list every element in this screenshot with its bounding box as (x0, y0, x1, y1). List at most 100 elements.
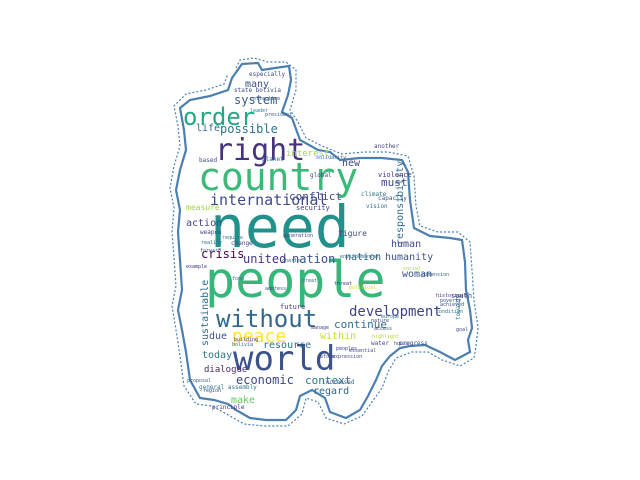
cloud-word-life: life (196, 123, 220, 134)
cloud-word-vision: vision (366, 203, 388, 210)
cloud-word-based: based (199, 157, 217, 164)
cloud-word-especially: especially (249, 71, 286, 78)
cloud-word-due: due (209, 331, 227, 342)
cloud-word-historical: historical (436, 293, 466, 299)
cloud-word-today: today (202, 350, 232, 361)
cloud-word-make: make (231, 395, 255, 406)
cloud-word-principle: principle (212, 404, 245, 411)
cloud-word-south: south (451, 292, 472, 300)
cloud-word-development: development (349, 304, 442, 320)
cloud-word-system: system (234, 93, 277, 107)
cloud-word-sustainable: sustainable (200, 280, 211, 346)
cloud-word-security: security (296, 204, 330, 212)
cloud-word-action: action (186, 218, 222, 229)
country-outline (174, 61, 474, 422)
cloud-word-possible: possible (220, 122, 278, 136)
cloud-word-crisis: crisis (201, 247, 244, 261)
cloud-word-building: building (234, 337, 258, 343)
cloud-word-resource: resource (263, 340, 311, 351)
cloud-word-expression: expression (332, 354, 362, 360)
cloud-word-need: need (210, 193, 350, 261)
cloud-word-threat: threat (334, 281, 352, 287)
cloud-word-great: great (302, 278, 317, 284)
cloud-word-nature: nature (371, 318, 389, 324)
cloud-word-nation: nation (292, 252, 335, 266)
cloud-word-without: without (216, 305, 317, 333)
cloud-word-region: region (203, 388, 221, 394)
cloud-word-water: water (371, 340, 389, 347)
cloud-word-world: world (233, 339, 335, 379)
cloud-word-highlight: highlight (372, 334, 399, 340)
cloud-word-progress: progress (399, 340, 428, 347)
cloud-word-generation: generation (283, 233, 313, 239)
cloud-word-proposal: proposal (187, 378, 211, 384)
cloud-word-manage: manage (311, 325, 329, 331)
cloud-word-woman: woman (402, 269, 432, 280)
cloud-word-require: require (222, 235, 243, 241)
cloud-word-country: country (198, 155, 358, 199)
cloud-word-new: new (342, 158, 361, 169)
cloud-word-humanity: humanity (385, 252, 433, 263)
cloud-word-towards: towards (455, 294, 462, 320)
cloud-word-conflict: conflict (289, 190, 342, 203)
cloud-word-collective: collective (250, 96, 280, 102)
cloud-word-president: president (265, 112, 292, 118)
cloud-word-peace: peace (232, 326, 286, 347)
cloud-word-regard: regard (313, 386, 349, 397)
cloud-word-figure: figure (338, 229, 367, 238)
cloud-word-global: global (310, 172, 332, 179)
cloud-word-achieved: achieved (440, 302, 464, 308)
cloud-word-charter: charter (282, 258, 303, 264)
cloud-word-weapon: weapon (200, 229, 222, 236)
cloud-word-nation: nation (345, 252, 381, 263)
cloud-word-order: order (183, 103, 255, 131)
cloud-word-reality: reality (201, 240, 222, 246)
cloud-word-increased: increased (322, 379, 355, 386)
cloud-word-leader: leader (250, 108, 268, 114)
cloud-word-address: address (265, 286, 286, 292)
cloud-word-poverty: poverty (440, 298, 461, 304)
cloud-word-many: many (245, 79, 269, 90)
cloud-word-measure: measure (186, 203, 220, 212)
cloud-word-state-bolivia: state bolivia (234, 87, 281, 94)
cloud-word-food: food (232, 276, 244, 282)
cloud-word-bolivia: bolivia (232, 342, 253, 348)
cloud-word-general-assembly: general assembly (199, 384, 257, 391)
cloud-word-human: human (391, 239, 421, 250)
cloud-word-example: example (186, 264, 207, 270)
cloud-word-interest: interest (286, 149, 329, 159)
cloud-word-people: people (205, 251, 386, 309)
cloud-word-political: political (349, 285, 376, 291)
cloud-word-environmental: environmental (340, 254, 379, 260)
cloud-word-house: house (394, 341, 409, 347)
cloud-word-condition: condition (436, 309, 463, 315)
cloud-word-dialogue: dialogue (204, 365, 247, 375)
cloud-word-capacity: capacity (378, 195, 407, 202)
cloud-word-change: change (231, 240, 253, 247)
cloud-word-responsibility: responsibility (395, 161, 406, 245)
cloud-word-essential: essential (349, 348, 376, 354)
cloud-word-united: united (243, 252, 286, 266)
cloud-word-dimension: dimension (422, 272, 449, 278)
cloud-word-planet: planet (262, 156, 284, 163)
cloud-word-climate: climate (361, 191, 387, 198)
cloud-word-economic: economic (236, 373, 294, 387)
cloud-word-reform: reform (317, 354, 335, 360)
cloud-word-international: international (210, 191, 327, 209)
cloud-word-forward: forward (200, 248, 221, 254)
cloud-word-solidarity: solidarity (316, 155, 346, 161)
cloud-word-right: right (215, 133, 305, 168)
cloud-word-within: within (320, 331, 356, 342)
cloud-word-peoples: peoples (336, 346, 357, 352)
cloud-word-access: access (374, 326, 392, 332)
cloud-word-europe: europe (381, 314, 399, 320)
cloud-word-context: context (305, 374, 351, 387)
cloud-word-continue: continue (334, 318, 387, 331)
cloud-word-violence: violence (378, 171, 412, 179)
cloud-word-social: social (403, 266, 421, 272)
cloud-word-future: future (280, 303, 305, 311)
cloud-word-goal: goal (456, 327, 468, 333)
cloud-word-another: another (374, 143, 400, 150)
cloud-word-must: must (381, 176, 408, 189)
